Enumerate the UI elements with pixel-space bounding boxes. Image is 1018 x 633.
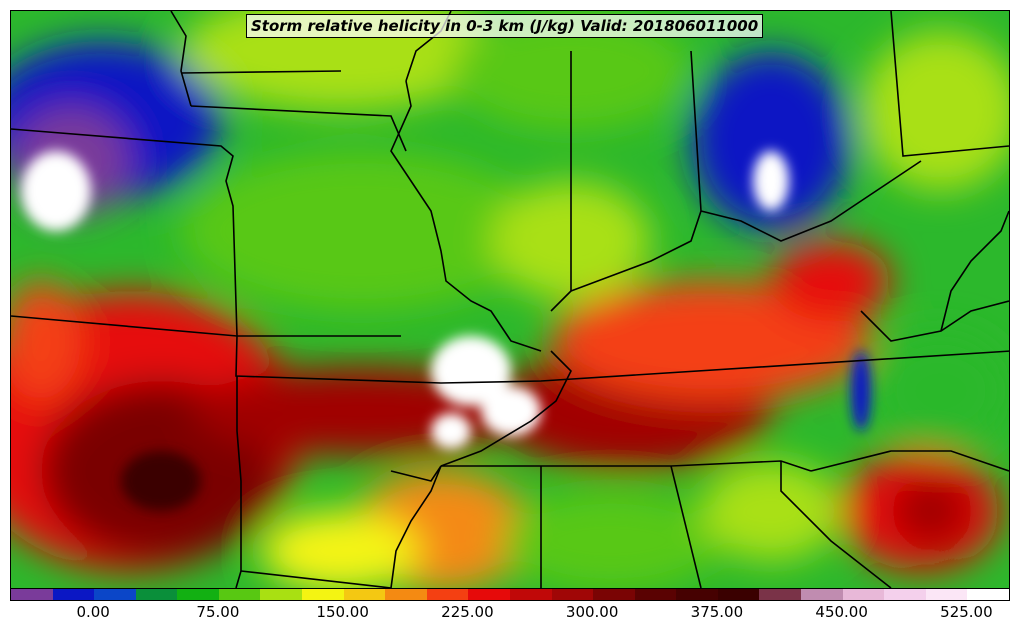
colorbar-segment [967,589,1009,600]
colorbar-tick-label: 0.00 [76,603,110,621]
colorbar-tick-label: 450.00 [815,603,868,621]
colorbar-segment [177,589,219,600]
colorbar-segment [468,589,510,600]
colorbar-segment [426,589,469,600]
colorbar-tick-label: 525.00 [940,603,993,621]
colorbar-segment [343,589,386,600]
helicity-map [10,10,1010,589]
colorbar-segment [717,589,760,600]
colorbar-tick-label: 375.00 [690,603,744,621]
colorbar-segment [94,589,136,600]
colorbar-tick-label: 300.00 [565,603,619,621]
colorbar-segment [218,589,261,600]
colorbar-segment [551,589,594,600]
colorbar-segment [509,589,552,600]
colorbar-segment [52,589,95,600]
colorbar-tick-label: 225.00 [441,603,494,621]
colorbar-segment [593,589,635,600]
colorbar-segment [11,589,53,600]
colorbar [10,588,1010,601]
helicity-field-svg [11,11,1009,588]
colorbar-segment [302,589,344,600]
colorbar-segment [842,589,885,600]
colorbar-segment [800,589,843,600]
colorbar-segment [135,589,178,600]
colorbar-tick-labels: 0.00 75.00 150.00 225.00 300.00 375.00 450.00 5… [10,603,1008,625]
colorbar-tick-label: 150.00 [316,603,369,621]
colorbar-segment [385,589,427,600]
colorbar-segment [676,589,718,600]
colorbar-segment [260,589,303,600]
colorbar-segment [884,589,926,600]
colorbar-tick-label: 75.00 [196,603,240,621]
colorbar-segment [634,589,677,600]
state-boundaries [11,11,1009,588]
colorbar-segment [925,589,968,600]
map-title: Storm relative helicity in 0-3 km (J/kg)… [246,14,764,38]
colorbar-segment [759,589,801,600]
field-details [21,151,871,511]
